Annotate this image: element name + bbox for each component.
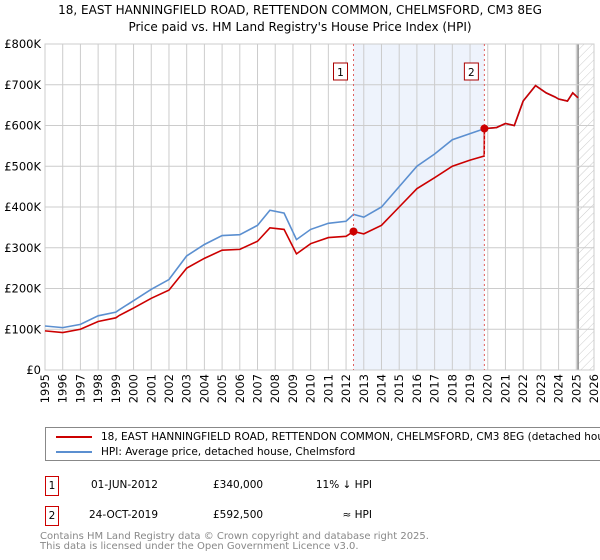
x-tick-label: 2000 bbox=[127, 374, 141, 403]
property-price-line bbox=[44, 84, 579, 334]
sale-point bbox=[480, 124, 489, 133]
transaction-price: £592,500 bbox=[213, 509, 264, 521]
x-tick-label: 2024 bbox=[552, 374, 566, 403]
x-tick-label: 2017 bbox=[428, 374, 442, 403]
sale-badge bbox=[463, 62, 479, 81]
x-tick-label: 2001 bbox=[144, 374, 158, 403]
legend-swatch-property bbox=[56, 436, 92, 438]
transaction-row: 1 01-JUN-2012 £340,000 11% ↓ HPI bbox=[45, 476, 445, 496]
y-tick-label: £600K bbox=[4, 119, 41, 133]
x-tick-label: 2008 bbox=[268, 374, 282, 403]
chart-title: 18, EAST HANNINGFIELD ROAD, RETTENDON CO… bbox=[58, 3, 542, 17]
footer-line-2: This data is licensed under the Open Gov… bbox=[40, 541, 359, 552]
transaction-hpi: 11% ↓ HPI bbox=[315, 479, 372, 491]
x-tick-label: 2016 bbox=[410, 374, 424, 403]
transaction-price: £340,000 bbox=[213, 479, 264, 491]
legend: 18, EAST HANNINGFIELD ROAD, RETTENDON CO… bbox=[45, 427, 600, 461]
x-tick-label: 2007 bbox=[251, 374, 265, 403]
y-tick-label: £700K bbox=[4, 78, 41, 92]
sale-badge-label: 2 bbox=[468, 67, 475, 79]
x-tick-label: 2023 bbox=[534, 374, 548, 403]
x-tick-label: 2005 bbox=[215, 374, 229, 403]
transaction-badge: 1 bbox=[45, 476, 59, 496]
legend-hpi: HPI: Average price, detached house, Chel… bbox=[101, 446, 356, 458]
x-tick-label: 2015 bbox=[392, 374, 406, 403]
x-tick-label: 2006 bbox=[233, 374, 247, 403]
legend-property: 18, EAST HANNINGFIELD ROAD, RETTENDON CO… bbox=[101, 431, 600, 443]
x-tick-label: 2002 bbox=[162, 374, 176, 403]
y-tick-label: £500K bbox=[4, 159, 41, 173]
footer: Contains HM Land Registry data © Crown c… bbox=[40, 532, 429, 552]
x-tick-label: 1996 bbox=[56, 374, 70, 403]
plot-border bbox=[44, 43, 595, 371]
sale-point bbox=[349, 227, 358, 236]
sale-badge bbox=[333, 62, 349, 81]
chart-subtitle: Price paid vs. HM Land Registry's House … bbox=[128, 20, 472, 34]
x-tick-label: 2003 bbox=[180, 374, 194, 403]
y-tick-label: £800K bbox=[4, 37, 41, 51]
y-tick-label: £300K bbox=[4, 241, 41, 255]
x-tick-label: 2022 bbox=[516, 374, 530, 403]
x-tick-label: 2019 bbox=[463, 374, 477, 403]
x-tick-label: 1999 bbox=[109, 374, 123, 403]
y-tick-label: £100K bbox=[4, 322, 41, 336]
y-tick-label: £400K bbox=[4, 200, 41, 214]
x-tick-label: 2026 bbox=[587, 374, 600, 403]
x-tick-label: 2025 bbox=[569, 374, 583, 403]
y-tick-label: £0 bbox=[26, 363, 41, 377]
x-tick-label: 2014 bbox=[374, 374, 388, 403]
legend-swatch-hpi bbox=[56, 451, 92, 453]
x-tick-label: 1995 bbox=[38, 374, 52, 403]
x-tick-label: 2018 bbox=[445, 374, 459, 403]
x-tick-label: 2011 bbox=[321, 374, 335, 403]
x-tick-label: 2013 bbox=[357, 374, 371, 403]
transaction-hpi: ≈ HPI bbox=[342, 509, 372, 521]
x-tick-label: 2021 bbox=[498, 374, 512, 403]
footer-line-1: Contains HM Land Registry data © Crown c… bbox=[40, 531, 429, 542]
y-tick-label: £200K bbox=[4, 282, 41, 296]
x-tick-label: 1997 bbox=[73, 374, 87, 403]
x-tick-label: 2020 bbox=[481, 374, 495, 403]
transaction-date: 01-JUN-2012 bbox=[91, 479, 158, 491]
transaction-badge: 2 bbox=[45, 506, 59, 526]
x-tick-label: 2009 bbox=[286, 374, 300, 403]
sale-badge-label: 1 bbox=[337, 67, 344, 79]
transaction-date: 24-OCT-2019 bbox=[89, 509, 158, 521]
transaction-row: 2 24-OCT-2019 £592,500 ≈ HPI bbox=[45, 506, 445, 526]
chart: £0 £100K £200K £300K £400K £500K £600K £700K £80… bbox=[4, 37, 600, 403]
x-tick-label: 2012 bbox=[339, 374, 353, 403]
x-tick-label: 2004 bbox=[197, 374, 211, 403]
x-tick-label: 1998 bbox=[91, 374, 105, 403]
x-tick-label: 2010 bbox=[304, 374, 318, 403]
